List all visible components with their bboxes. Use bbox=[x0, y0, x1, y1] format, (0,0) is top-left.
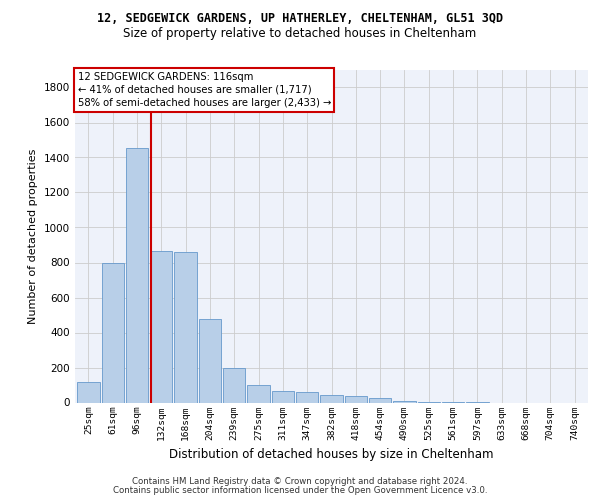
Bar bbox=[223, 368, 245, 402]
Bar bbox=[296, 392, 319, 402]
Text: Contains HM Land Registry data © Crown copyright and database right 2024.: Contains HM Land Registry data © Crown c… bbox=[132, 477, 468, 486]
Bar bbox=[101, 264, 124, 402]
Bar bbox=[369, 398, 391, 402]
Bar bbox=[175, 252, 197, 402]
Bar bbox=[344, 396, 367, 402]
Bar bbox=[150, 251, 172, 402]
Y-axis label: Number of detached properties: Number of detached properties bbox=[28, 148, 38, 324]
Bar bbox=[199, 320, 221, 402]
Bar bbox=[393, 401, 416, 402]
Text: Size of property relative to detached houses in Cheltenham: Size of property relative to detached ho… bbox=[124, 28, 476, 40]
Bar bbox=[320, 394, 343, 402]
Bar bbox=[126, 148, 148, 403]
Bar bbox=[247, 385, 270, 402]
X-axis label: Distribution of detached houses by size in Cheltenham: Distribution of detached houses by size … bbox=[169, 448, 494, 461]
Bar bbox=[77, 382, 100, 402]
Text: Contains public sector information licensed under the Open Government Licence v3: Contains public sector information licen… bbox=[113, 486, 487, 495]
Text: 12, SEDGEWICK GARDENS, UP HATHERLEY, CHELTENHAM, GL51 3QD: 12, SEDGEWICK GARDENS, UP HATHERLEY, CHE… bbox=[97, 12, 503, 26]
Text: 12 SEDGEWICK GARDENS: 116sqm
← 41% of detached houses are smaller (1,717)
58% of: 12 SEDGEWICK GARDENS: 116sqm ← 41% of de… bbox=[77, 72, 331, 108]
Bar bbox=[272, 391, 294, 402]
